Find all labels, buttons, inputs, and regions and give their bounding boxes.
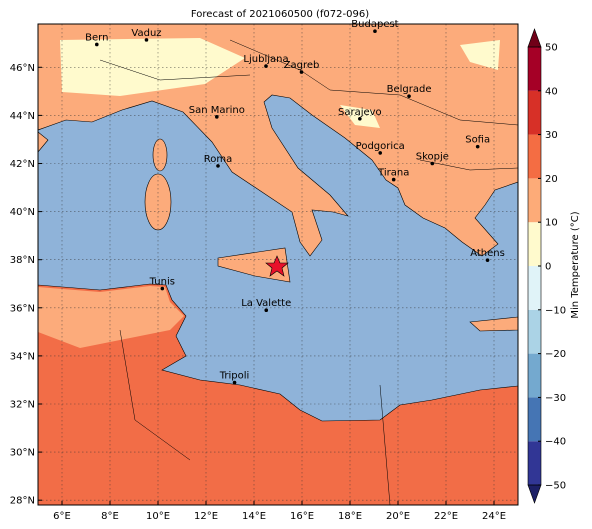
colorbar-tick-label: 20 [545, 174, 558, 185]
city-marker [378, 151, 383, 155]
y-tick-label: 32°N [10, 399, 35, 410]
colorbar-tick-label: 40 [545, 86, 558, 97]
colorbar-band [528, 90, 541, 135]
city-marker [407, 94, 411, 98]
x-tick-label: 6°E [53, 511, 71, 522]
borders [99, 39, 518, 505]
map-title: Forecast of 2021060500 (f072-096) [191, 9, 369, 20]
city-label: Belgrade [387, 84, 432, 95]
city-label: Ljubljana [243, 54, 288, 65]
city-label: Tripoli [219, 371, 250, 382]
city-marker [144, 38, 149, 42]
map-area [38, 24, 518, 505]
map-frame [37, 23, 519, 506]
y-tick-label: 40°N [10, 207, 35, 218]
africa-coast-mild [38, 286, 184, 348]
colorbar-band [528, 397, 541, 442]
x-tick-label: 12°E [194, 511, 218, 522]
city-marker [475, 144, 480, 149]
city-label: Tunis [149, 277, 175, 288]
city-label: Roma [204, 154, 233, 165]
y-tick-label: 44°N [10, 111, 35, 122]
city-label: Bern [85, 32, 108, 43]
city-label: Sarajevo [338, 107, 382, 118]
location-star [265, 255, 289, 277]
corsica [152, 138, 168, 172]
city-label: Podgorica [356, 141, 405, 152]
colorbar-tick-label: −40 [545, 437, 566, 448]
city-marker [215, 115, 219, 119]
colorbar-tick-label: −10 [545, 305, 566, 316]
colorbar-tick-label: −30 [545, 393, 566, 404]
y-tick-label: 30°N [10, 448, 35, 459]
city-marker [232, 380, 237, 385]
x-tick-label: 18°E [338, 511, 362, 522]
colorbar-tick-label: 10 [545, 218, 558, 229]
city-marker [485, 258, 490, 262]
city-marker [358, 116, 362, 121]
city-marker [391, 177, 396, 182]
y-tick-label: 46°N [10, 63, 35, 74]
city-marker [430, 161, 435, 166]
sardinia [144, 173, 172, 231]
city-label: Budapest [351, 19, 398, 30]
colorbar-band [528, 178, 541, 223]
y-tick-label: 34°N [10, 351, 35, 362]
colorbar-band [528, 47, 541, 91]
colorbar-band [528, 222, 541, 266]
alps-cold [60, 38, 500, 128]
city-marker [264, 64, 268, 68]
colorbar-extend-low [527, 484, 542, 504]
africa-land [38, 283, 518, 505]
city-label: Zagreb [284, 60, 320, 71]
colorbar-band [528, 309, 541, 354]
city-marker [216, 164, 220, 168]
city-marker [160, 286, 165, 291]
colorbar-tick-label: −20 [545, 349, 566, 360]
y-tick-label: 36°N [10, 303, 35, 314]
colorbar-tick-label: −50 [545, 481, 566, 492]
y-tick-label: 42°N [10, 159, 35, 170]
x-tick-label: 16°E [290, 511, 314, 522]
x-tick-label: 22°E [434, 511, 458, 522]
x-tick-label: 20°E [386, 511, 410, 522]
city-label: Sofia [465, 135, 490, 146]
spain [38, 131, 49, 153]
colorbar-extend-high [527, 28, 542, 48]
city-label: Vaduz [131, 28, 161, 39]
colorbar-tick-label: 30 [545, 130, 558, 141]
x-tick-label: 10°E [146, 511, 170, 522]
city-marker [95, 42, 99, 47]
colorbar-band [528, 134, 541, 179]
x-tick-label: 8°E [101, 511, 119, 522]
y-tick-label: 38°N [10, 255, 35, 266]
city-label: Athens [470, 248, 505, 259]
city-marker [299, 70, 304, 74]
x-tick-label: 24°E [482, 511, 506, 522]
city-marker [373, 29, 377, 34]
colorbar-label: Min Temperature (°C) [570, 211, 581, 318]
y-tick-label: 28°N [10, 496, 35, 507]
city-marker [264, 308, 269, 312]
colorbar-tick-label: 50 [545, 43, 558, 54]
x-tick-label: 14°E [242, 511, 266, 522]
city-label: San Marino [189, 105, 245, 116]
city-label: Skopje [416, 151, 449, 162]
colorbar-band [528, 353, 541, 398]
colorbar-tick-label: 0 [545, 262, 551, 273]
colorbar-band [528, 266, 541, 310]
colorbar-band [528, 441, 541, 485]
city-label: Tirana [377, 168, 409, 179]
city-label: La Valette [241, 298, 291, 309]
